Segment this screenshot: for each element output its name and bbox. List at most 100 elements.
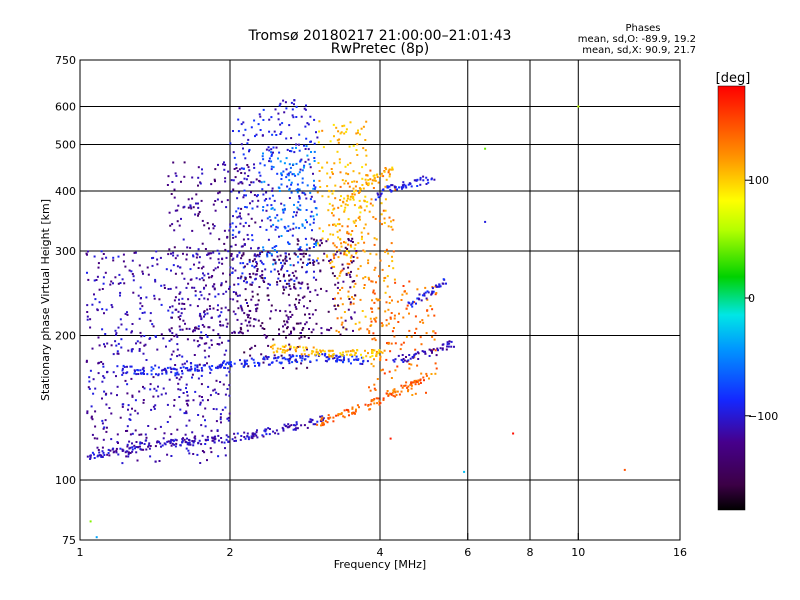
data-point bbox=[248, 260, 251, 263]
data-point bbox=[371, 351, 374, 354]
data-point bbox=[94, 410, 97, 413]
data-point bbox=[282, 259, 285, 262]
data-point bbox=[130, 350, 133, 353]
data-point bbox=[173, 443, 176, 446]
data-point bbox=[408, 280, 411, 283]
data-point bbox=[302, 255, 305, 258]
data-point bbox=[165, 372, 168, 375]
data-point bbox=[110, 392, 113, 395]
data-point bbox=[157, 395, 160, 398]
data-point bbox=[217, 258, 220, 261]
data-point bbox=[343, 356, 345, 359]
data-point bbox=[128, 418, 131, 421]
data-point bbox=[104, 419, 107, 422]
data-point bbox=[388, 370, 391, 373]
data-point bbox=[130, 270, 133, 273]
data-point bbox=[265, 228, 268, 231]
data-point bbox=[351, 280, 354, 283]
data-point bbox=[308, 254, 311, 257]
data-point bbox=[421, 319, 424, 322]
data-point bbox=[209, 257, 212, 260]
data-point bbox=[284, 262, 286, 265]
data-point bbox=[116, 385, 119, 388]
data-point bbox=[376, 192, 379, 195]
data-point bbox=[392, 359, 395, 362]
data-point bbox=[197, 377, 200, 380]
data-point bbox=[195, 202, 197, 205]
data-point bbox=[364, 315, 367, 318]
data-point bbox=[170, 193, 173, 195]
data-point bbox=[312, 328, 315, 331]
data-point bbox=[393, 335, 396, 338]
data-point bbox=[170, 252, 172, 255]
data-point bbox=[179, 388, 182, 391]
data-point bbox=[95, 279, 98, 281]
data-point bbox=[243, 194, 246, 197]
data-point bbox=[209, 371, 212, 374]
data-point bbox=[307, 158, 310, 161]
data-point bbox=[374, 266, 377, 269]
data-point bbox=[225, 349, 228, 352]
data-point bbox=[374, 217, 377, 220]
data-point bbox=[205, 334, 207, 336]
x-axis: 1 2 4 6 8 10 16 bbox=[77, 533, 687, 559]
data-point bbox=[185, 441, 188, 444]
data-point bbox=[86, 455, 89, 458]
data-point bbox=[301, 357, 304, 360]
data-point bbox=[237, 118, 240, 121]
data-point bbox=[261, 270, 264, 273]
data-point bbox=[357, 129, 359, 132]
data-point bbox=[225, 318, 228, 321]
data-point bbox=[293, 103, 295, 106]
data-point bbox=[312, 221, 315, 224]
data-point bbox=[201, 324, 204, 326]
data-point bbox=[108, 454, 111, 457]
data-point bbox=[327, 310, 330, 313]
data-point bbox=[179, 266, 182, 269]
data-point bbox=[312, 246, 315, 248]
data-point bbox=[212, 269, 215, 272]
data-point bbox=[340, 195, 342, 198]
data-point bbox=[297, 294, 300, 297]
data-point bbox=[306, 221, 308, 224]
data-point bbox=[349, 121, 352, 124]
data-point bbox=[372, 187, 375, 189]
data-point bbox=[224, 454, 227, 457]
data-point bbox=[375, 350, 378, 353]
data-point bbox=[198, 439, 201, 442]
data-point bbox=[403, 359, 406, 362]
data-point bbox=[273, 130, 276, 133]
data-point bbox=[385, 392, 388, 395]
data-point bbox=[89, 456, 92, 459]
data-point bbox=[371, 349, 373, 351]
data-point bbox=[343, 182, 346, 185]
data-point bbox=[336, 358, 339, 361]
data-point bbox=[287, 316, 290, 319]
data-point bbox=[154, 427, 157, 430]
data-point bbox=[122, 403, 125, 406]
data-point bbox=[181, 328, 184, 331]
data-point bbox=[332, 253, 335, 256]
data-point bbox=[350, 260, 352, 262]
data-point bbox=[185, 399, 188, 402]
data-point bbox=[206, 308, 209, 311]
data-point bbox=[308, 247, 311, 250]
data-point bbox=[184, 322, 186, 325]
data-point bbox=[352, 256, 355, 258]
data-point bbox=[391, 330, 394, 333]
data-point bbox=[177, 204, 180, 207]
data-point bbox=[365, 355, 368, 358]
data-point bbox=[342, 358, 345, 361]
data-point bbox=[312, 276, 315, 279]
data-point bbox=[259, 115, 262, 118]
data-point bbox=[349, 286, 352, 289]
data-point bbox=[340, 359, 343, 362]
data-point bbox=[269, 283, 271, 286]
data-point bbox=[99, 454, 102, 457]
data-point bbox=[332, 223, 334, 226]
data-point bbox=[198, 211, 201, 213]
data-point bbox=[153, 387, 156, 390]
data-point bbox=[386, 390, 389, 392]
data-point bbox=[252, 260, 254, 263]
